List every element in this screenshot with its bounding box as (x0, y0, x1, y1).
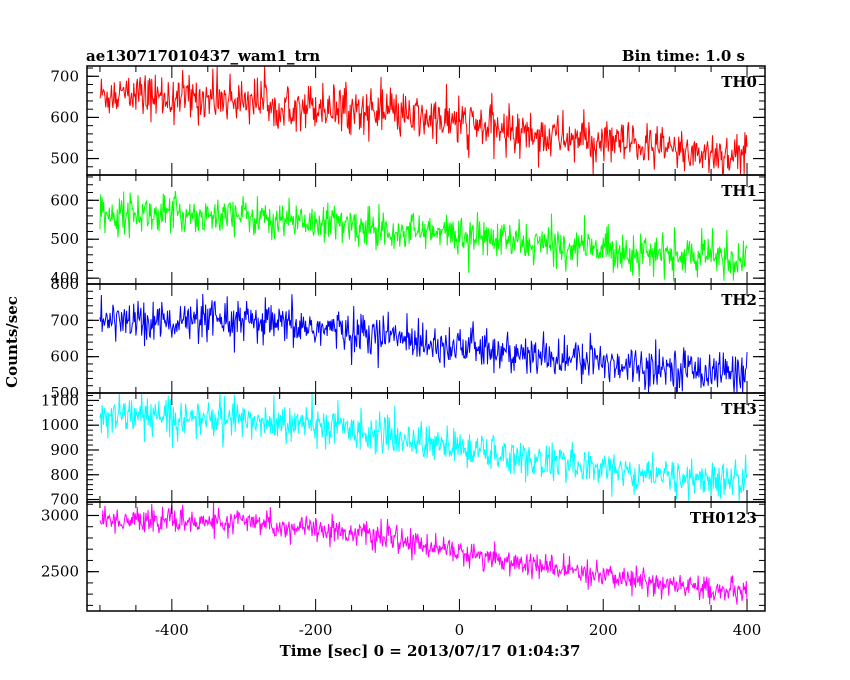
y-tick-label: 1000 (41, 416, 79, 434)
y-tick-label: 900 (50, 441, 79, 459)
series-line-th0 (99, 66, 748, 176)
panel-label-th3: TH3 (721, 400, 757, 418)
panel-label-th2: TH2 (721, 291, 757, 309)
panel-frame-th1 (86, 174, 766, 285)
chart-title: ae130717010437_wam1_trn (86, 47, 320, 65)
y-tick-label: 500 (50, 230, 79, 248)
y-tick-label: 2500 (41, 563, 79, 581)
panel-label-th0123: TH0123 (690, 509, 757, 527)
panel-label-th0: TH0 (721, 73, 757, 91)
x-tick-label: -200 (299, 621, 333, 639)
y-tick-label: 700 (50, 311, 79, 329)
y-tick-label: 700 (50, 67, 79, 85)
series-line-th1 (99, 190, 748, 282)
panel-label-th1: TH1 (721, 182, 757, 200)
y-tick-label: 600 (50, 191, 79, 209)
y-tick-label: 500 (50, 384, 79, 402)
y-tick-label: 1100 (41, 391, 79, 409)
y-tick-label: 3000 (41, 506, 79, 524)
x-tick-label: 400 (733, 621, 762, 639)
series-line-th0123 (99, 501, 748, 605)
x-tick-label: 200 (589, 621, 618, 639)
x-axis-label: Time [sec] 0 = 2013/07/17 01:04:37 (280, 642, 581, 660)
y-tick-label: 800 (50, 466, 79, 484)
bin-time-label: Bin time: 1.0 s (622, 47, 745, 65)
panel-frame-th0123 (86, 501, 766, 612)
series-line-th2 (99, 293, 748, 395)
series-line-th3 (99, 392, 748, 503)
y-tick-label: 400 (50, 269, 79, 287)
x-tick-label: -400 (155, 621, 189, 639)
y-tick-label: 700 (50, 491, 79, 509)
y-axis-label: Counts/sec (3, 296, 21, 388)
y-tick-label: 500 (50, 150, 79, 168)
y-tick-label: 800 (50, 275, 79, 293)
y-tick-label: 600 (50, 348, 79, 366)
x-tick-label: 0 (455, 621, 465, 639)
y-tick-label: 600 (50, 108, 79, 126)
panels-group: 500 600 700 TH0 400 500 600 TH1 500 600 700 800 TH2 7… (41, 65, 766, 639)
